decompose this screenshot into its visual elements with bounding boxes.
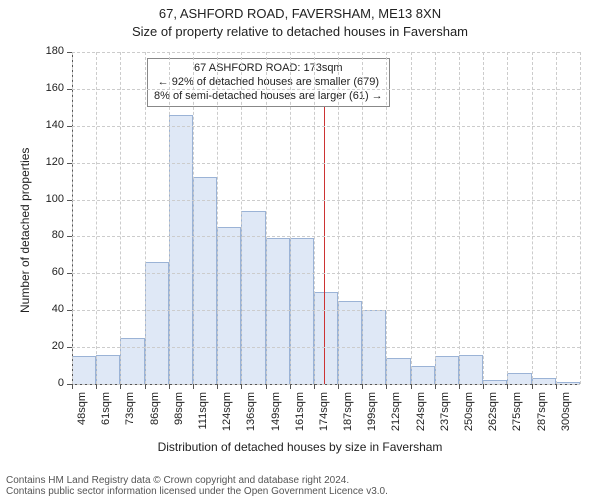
chart-title-line2: Size of property relative to detached ho… — [0, 24, 600, 39]
chart-title-line1: 67, ASHFORD ROAD, FAVERSHAM, ME13 8XN — [0, 6, 600, 21]
histogram-bar — [217, 227, 241, 384]
x-tick-label: 124sqm — [221, 392, 233, 472]
x-tick-label: 86sqm — [149, 392, 161, 472]
property-divider-line — [324, 66, 325, 384]
y-tick-label: 120 — [0, 156, 64, 168]
histogram-bar — [193, 177, 217, 384]
histogram-bar — [386, 358, 410, 384]
y-tick-label: 40 — [0, 303, 64, 315]
histogram-bar — [411, 366, 435, 384]
histogram-bar — [145, 262, 169, 384]
x-tick-label: 237sqm — [439, 392, 451, 472]
x-tick-label: 111sqm — [197, 392, 209, 472]
x-tick-label: 149sqm — [270, 392, 282, 472]
x-tick-label: 174sqm — [318, 392, 330, 472]
histogram-bar — [338, 301, 362, 384]
x-tick-label: 300sqm — [560, 392, 572, 472]
histogram-bar — [96, 355, 120, 385]
x-tick-label: 136sqm — [245, 392, 257, 472]
x-tick-label: 73sqm — [124, 392, 136, 472]
x-tick-label: 212sqm — [390, 392, 402, 472]
x-tick-label: 287sqm — [536, 392, 548, 472]
histogram-bar — [169, 115, 193, 384]
annotation-line3: 8% of semi-detached houses are larger (6… — [154, 90, 383, 104]
x-tick-label: 161sqm — [294, 392, 306, 472]
footer: Contains HM Land Registry data © Crown c… — [0, 475, 600, 497]
footer-line2: Contains public sector information licen… — [6, 486, 594, 497]
x-tick-label: 61sqm — [100, 392, 112, 472]
y-tick-label: 20 — [0, 340, 64, 352]
annotation-box: 67 ASHFORD ROAD: 173sqm ← 92% of detache… — [147, 58, 390, 107]
footer-line1: Contains HM Land Registry data © Crown c… — [6, 475, 594, 486]
annotation-line1: 67 ASHFORD ROAD: 173sqm — [154, 62, 383, 76]
annotation-line2: ← 92% of detached houses are smaller (67… — [154, 76, 383, 90]
y-tick-label: 180 — [0, 45, 64, 57]
histogram-bar — [120, 338, 144, 384]
x-tick-label: 98sqm — [173, 392, 185, 472]
y-tick-label: 140 — [0, 119, 64, 131]
x-tick-label: 275sqm — [511, 392, 523, 472]
x-tick-label: 262sqm — [487, 392, 499, 472]
y-tick-label: 60 — [0, 266, 64, 278]
histogram-bar — [435, 356, 459, 384]
x-tick-label: 48sqm — [76, 392, 88, 472]
histogram-bar — [459, 355, 483, 385]
x-tick-label: 250sqm — [463, 392, 475, 472]
y-tick-label: 0 — [0, 377, 64, 389]
y-tick-label: 80 — [0, 229, 64, 241]
histogram-bar — [72, 356, 96, 384]
histogram-bar — [314, 292, 338, 384]
x-tick-label: 199sqm — [366, 392, 378, 472]
x-tick-label: 187sqm — [342, 392, 354, 472]
x-tick-label: 224sqm — [415, 392, 427, 472]
histogram-bar — [507, 373, 531, 384]
y-tick-label: 100 — [0, 193, 64, 205]
y-tick-label: 160 — [0, 82, 64, 94]
